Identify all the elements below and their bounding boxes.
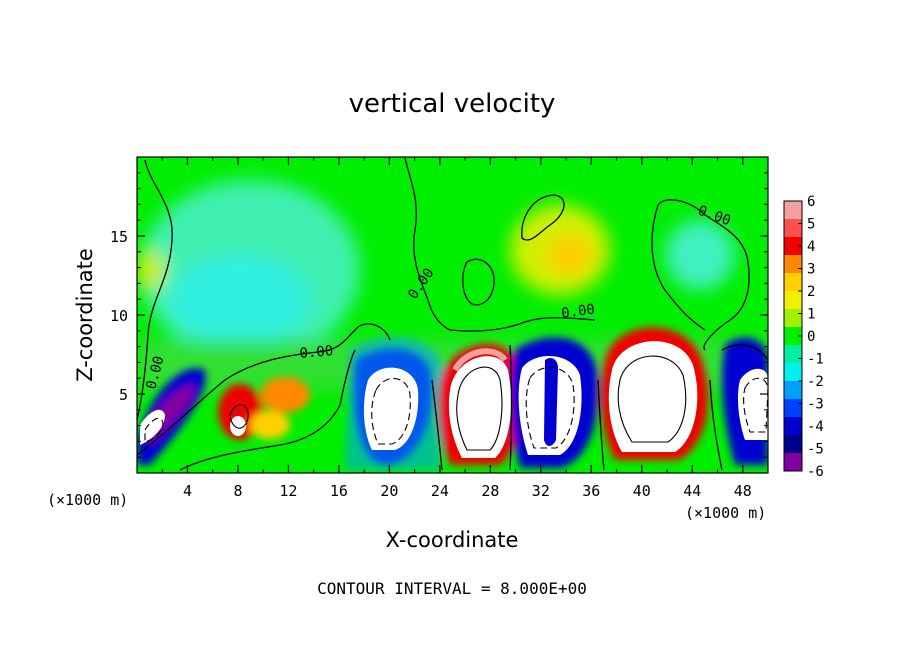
colorbar-swatch [784, 201, 802, 220]
x-tick-label: 48 [734, 482, 752, 500]
colorbar-tick-label: -4 [807, 419, 824, 435]
colorbar-tick-label: 4 [807, 239, 815, 255]
colorbar-tick-label: -6 [807, 464, 824, 480]
colorbar-swatch [784, 309, 802, 328]
y-axis-ticks: 5 10 15 [110, 172, 768, 458]
updraft-core-28 [448, 356, 512, 458]
colorbar-tick-label: -1 [807, 352, 824, 368]
x-tick-label: 16 [330, 482, 348, 500]
colorbar-tick-label: -2 [807, 374, 824, 390]
contour-label: 0.00 [299, 343, 334, 362]
updraft-core-40 [608, 341, 698, 452]
colorbar-tick-label: 0 [807, 329, 815, 345]
x-axis-ticks: 4 8 12 16 20 24 28 32 36 40 44 48 [161, 157, 752, 500]
x-tick-label: 20 [380, 482, 398, 500]
colorbar-swatch [784, 291, 802, 310]
colorbar-swatch [784, 381, 802, 400]
x-tick-label: 40 [633, 482, 651, 500]
zero-contours [137, 157, 768, 471]
colorbar-tick-label: 3 [807, 262, 815, 278]
contour-interval-text: CONTOUR INTERVAL = 8.000E+00 [317, 579, 587, 598]
x-tick-label: 24 [431, 482, 449, 500]
y-tick-label: 5 [119, 386, 128, 404]
colorbar-swatch [784, 435, 802, 454]
colorbar-swatch [784, 345, 802, 364]
y-axis-label: Z-coordinate [73, 248, 97, 382]
x-tick-label: 4 [183, 482, 192, 500]
colorbar-swatch [784, 399, 802, 418]
colorbar-tick-label: 5 [807, 217, 815, 233]
colorbar-tick-label: 2 [807, 284, 815, 300]
x-axis-label: X-coordinate [386, 528, 519, 552]
colorbar-ticks: 6 5 4 3 2 1 0 -1 -2 -3 -4 -5 -6 [798, 194, 824, 480]
x-tick-label: 8 [233, 482, 242, 500]
x-tick-label: 32 [532, 482, 550, 500]
x-unit-left: (×1000 m) [47, 491, 128, 509]
x-unit-right: (×1000 m) [685, 504, 766, 522]
y-tick-label: 15 [110, 228, 128, 246]
colorbar-swatch [784, 417, 802, 436]
colorbar-swatch [784, 237, 802, 256]
smooth-background-field [137, 180, 768, 390]
colorbar-swatch [784, 273, 802, 292]
colorbar-tick-label: 6 [807, 194, 815, 210]
colorbar-swatch [784, 327, 802, 346]
contour-label: 0.00 [560, 301, 596, 322]
colorbar-tick-label: 1 [807, 307, 815, 323]
heatmap-field [137, 157, 768, 473]
colorbar-swatch [784, 255, 802, 274]
x-tick-label: 36 [582, 482, 600, 500]
colorbar [783, 200, 803, 472]
colorbar-swatch [784, 453, 802, 472]
y-tick-label: 10 [110, 307, 128, 325]
chart-title: vertical velocity [349, 89, 556, 119]
colorbar-tick-label: -3 [807, 397, 824, 413]
negative-contours [144, 366, 768, 449]
x-tick-label: 28 [481, 482, 499, 500]
x-tick-label: 12 [279, 482, 297, 500]
positive-contours [229, 355, 687, 451]
colorbar-swatch [784, 219, 802, 238]
colorbar-tick-label: -5 [807, 442, 824, 458]
colorbar-swatch [784, 363, 802, 382]
x-tick-label: 44 [683, 482, 701, 500]
